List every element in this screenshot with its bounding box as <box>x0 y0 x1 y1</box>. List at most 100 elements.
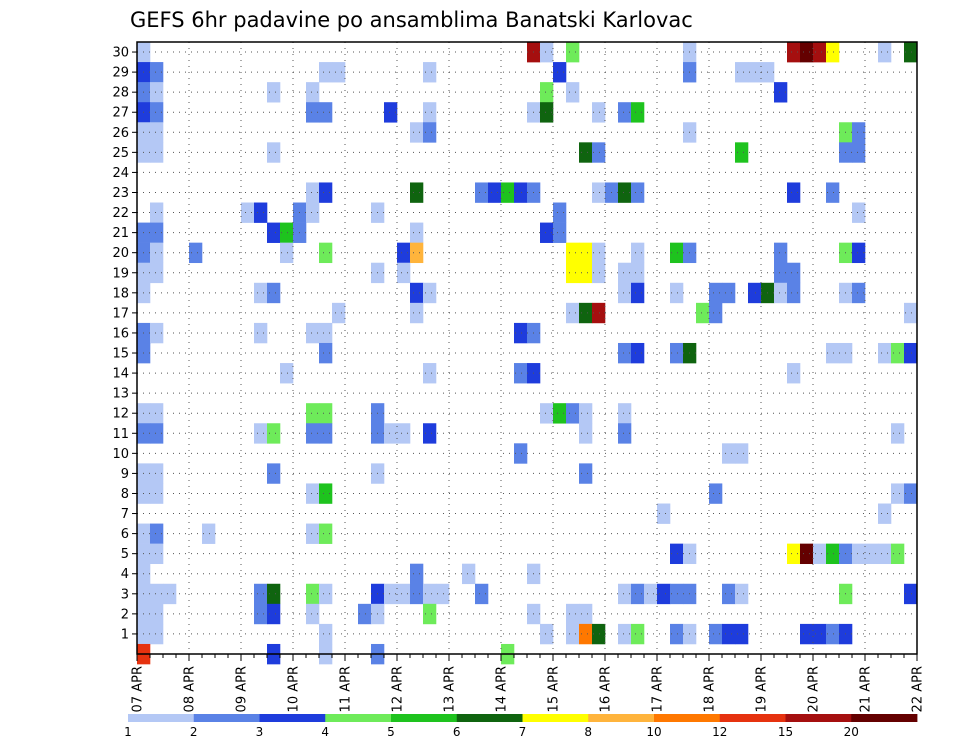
precip-cell <box>410 222 424 243</box>
y-tick-label: 22 <box>112 206 129 221</box>
precip-cell <box>722 282 736 304</box>
precip-cell <box>592 262 606 284</box>
x-tick-label: 07 APR <box>131 666 146 712</box>
precip-cell <box>150 583 164 605</box>
colorbar-swatch <box>654 714 721 722</box>
precip-cell <box>150 423 164 444</box>
precip-cell <box>306 423 320 444</box>
precip-cell <box>891 423 905 444</box>
precip-cell <box>150 102 164 123</box>
precip-cell <box>735 142 749 163</box>
precip-cell <box>592 102 606 123</box>
precip-cell <box>592 302 606 324</box>
colorbar-label: 4 <box>321 725 329 739</box>
precip-cell <box>332 302 346 324</box>
precip-cell <box>852 282 866 304</box>
precip-cell <box>670 282 684 304</box>
precip-cell <box>813 543 827 565</box>
colorbar: 1 2 3 4 5 6 7 8 10 12 15 20 <box>124 714 918 739</box>
x-tick-label: 22 APR <box>911 666 926 712</box>
precip-cell <box>410 302 424 324</box>
precip-cell <box>267 282 281 304</box>
precip-cell <box>579 262 593 284</box>
precip-cell <box>826 182 840 203</box>
precip-cell <box>150 603 164 625</box>
precip-cell <box>150 623 164 645</box>
precip-cell <box>878 42 892 63</box>
precip-cell <box>540 82 554 103</box>
y-tick-label: 2 <box>121 607 129 622</box>
precip-cell <box>150 262 164 284</box>
precip-cell <box>904 42 918 63</box>
precip-cell <box>306 603 320 625</box>
precip-cell <box>410 563 424 585</box>
y-tick-label: 20 <box>112 246 129 261</box>
precip-cell <box>280 242 294 264</box>
precip-cell <box>150 242 164 264</box>
precip-cell <box>852 142 866 163</box>
precip-cell <box>319 242 333 264</box>
precip-cell <box>267 603 281 625</box>
precip-cell <box>631 282 645 304</box>
precip-cell <box>800 623 814 645</box>
precip-cell <box>592 142 606 163</box>
colorbar-swatch <box>193 714 260 722</box>
y-tick-label: 26 <box>112 126 129 141</box>
precip-cell <box>306 583 320 605</box>
precip-cell <box>306 202 320 223</box>
x-tick-label: 09 APR <box>235 666 250 712</box>
precip-cell <box>657 583 671 605</box>
x-tick-label: 15 APR <box>547 666 562 712</box>
colorbar-swatch <box>851 714 918 722</box>
x-tick-label: 14 APR <box>495 666 510 712</box>
colorbar-label: 1 <box>124 725 132 739</box>
precip-cell <box>514 363 528 384</box>
precip-cell <box>631 342 645 364</box>
precip-cell <box>852 242 866 264</box>
colorbar-swatch <box>391 714 458 722</box>
x-tick-label: 08 APR <box>183 666 198 712</box>
precip-cell <box>267 583 281 605</box>
y-tick-label: 11 <box>112 427 129 442</box>
y-tick-label: 12 <box>112 407 129 422</box>
precip-cell <box>800 543 814 565</box>
precip-cell <box>670 543 684 565</box>
precip-cell <box>618 282 632 304</box>
precip-cell <box>384 583 398 605</box>
precip-cell <box>735 583 749 605</box>
precip-cell <box>254 202 268 223</box>
precip-cell <box>384 102 398 123</box>
precip-cell <box>800 42 814 63</box>
y-tick-label: 1 <box>121 627 129 642</box>
precip-cell <box>631 623 645 645</box>
precip-cell <box>319 623 333 645</box>
precip-cell <box>475 182 489 203</box>
y-tick-label: 16 <box>112 326 129 341</box>
precip-cell <box>904 583 918 605</box>
precip-cell <box>774 242 788 264</box>
precip-cell <box>384 423 398 444</box>
y-tick-label: 10 <box>112 447 129 462</box>
x-tick-label: 19 APR <box>755 666 770 712</box>
precip-cell <box>410 282 424 304</box>
precip-cell <box>319 182 333 203</box>
precip-cell <box>904 483 918 504</box>
precip-cell <box>618 262 632 284</box>
y-tick-label: 15 <box>112 347 129 362</box>
precip-cell <box>514 182 528 203</box>
precip-cell <box>787 182 801 203</box>
precip-cell <box>722 583 736 605</box>
y-tick-label: 18 <box>112 286 129 301</box>
precip-cell <box>566 82 580 103</box>
precip-cell <box>254 322 268 344</box>
colorbar-swatch <box>522 714 589 722</box>
precip-cell <box>410 122 424 143</box>
y-tick-label: 24 <box>112 166 129 181</box>
precip-cell <box>254 603 268 625</box>
precip-cell <box>852 122 866 143</box>
precip-cell <box>319 523 333 544</box>
precip-cell <box>670 583 684 605</box>
precip-cell <box>579 302 593 324</box>
precip-cell <box>631 262 645 284</box>
